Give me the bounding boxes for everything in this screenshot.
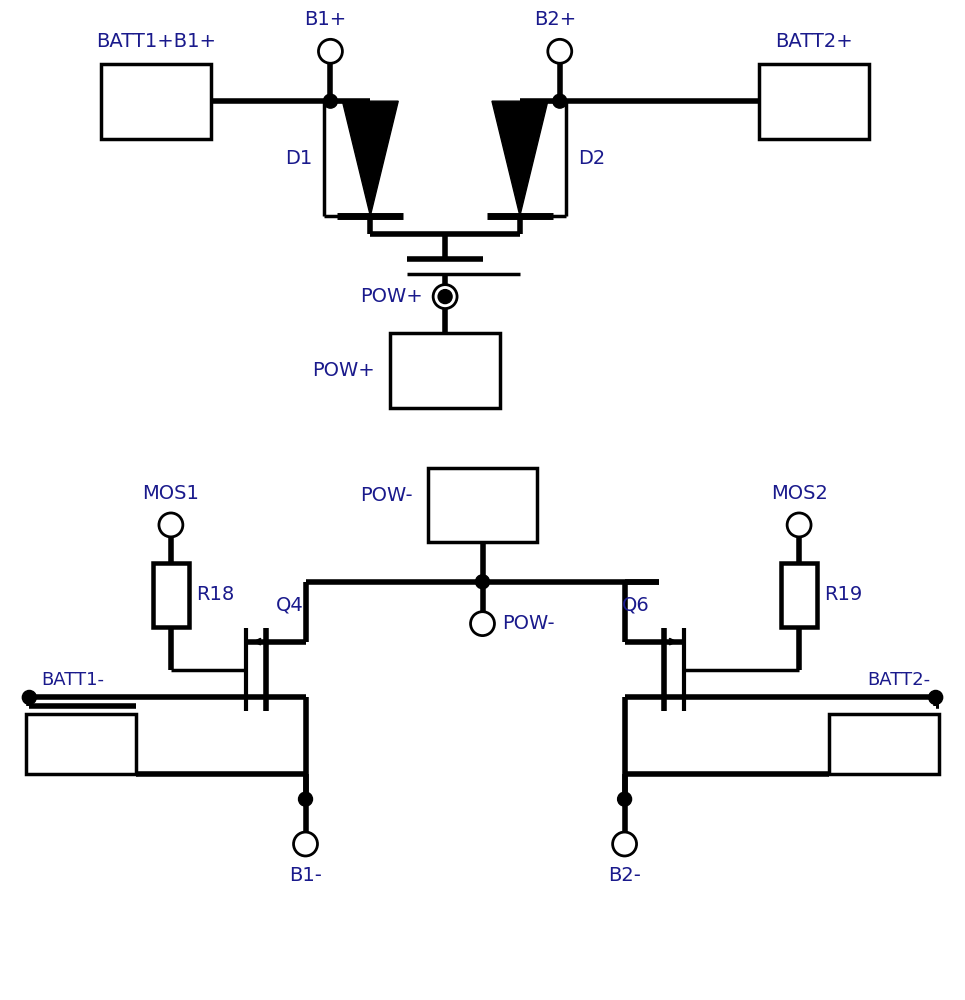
- Circle shape: [618, 792, 631, 806]
- Text: MOS1: MOS1: [143, 484, 200, 503]
- Text: POW-: POW-: [360, 486, 413, 505]
- Text: POW+: POW+: [313, 361, 375, 380]
- Text: B1+: B1+: [304, 10, 346, 29]
- Circle shape: [22, 690, 37, 704]
- Bar: [101, 64, 210, 139]
- Circle shape: [438, 290, 452, 304]
- Text: POW-: POW-: [503, 614, 555, 633]
- Circle shape: [298, 792, 313, 806]
- Text: B1-: B1-: [290, 866, 322, 885]
- Circle shape: [928, 690, 943, 704]
- Text: MOS2: MOS2: [771, 484, 828, 503]
- Circle shape: [323, 94, 338, 108]
- Bar: [26, 714, 136, 774]
- Polygon shape: [343, 101, 399, 216]
- Bar: [152, 563, 189, 627]
- Circle shape: [159, 513, 182, 537]
- Text: BATT2+: BATT2+: [775, 32, 853, 51]
- Text: POW+: POW+: [360, 287, 424, 306]
- Text: R19: R19: [824, 585, 863, 604]
- Text: D1: D1: [286, 149, 313, 168]
- Bar: [427, 468, 538, 542]
- Text: Q4: Q4: [276, 596, 303, 615]
- Text: BATT1+B1+: BATT1+B1+: [96, 32, 216, 51]
- Circle shape: [293, 832, 317, 856]
- Circle shape: [787, 513, 811, 537]
- Text: B2-: B2-: [608, 866, 641, 885]
- Polygon shape: [492, 101, 548, 216]
- Text: BATT2-: BATT2-: [868, 671, 930, 689]
- Circle shape: [318, 39, 343, 63]
- Circle shape: [553, 94, 566, 108]
- Text: D2: D2: [578, 149, 605, 168]
- Circle shape: [613, 832, 637, 856]
- Text: R18: R18: [196, 585, 234, 604]
- Text: B2+: B2+: [534, 10, 576, 29]
- Circle shape: [433, 285, 457, 309]
- Text: BATT1-: BATT1-: [41, 671, 104, 689]
- Circle shape: [548, 39, 571, 63]
- Bar: [390, 333, 500, 408]
- Bar: [759, 64, 868, 139]
- Circle shape: [471, 612, 494, 636]
- Text: Q6: Q6: [621, 596, 649, 615]
- Bar: [829, 714, 939, 774]
- Bar: [781, 563, 817, 627]
- Circle shape: [476, 575, 489, 589]
